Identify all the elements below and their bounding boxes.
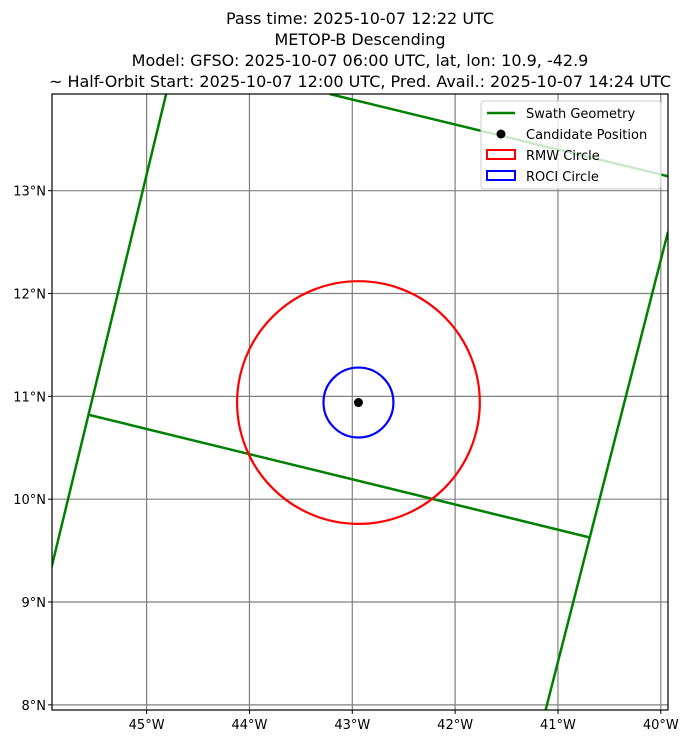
legend-rmw-swatch: [486, 149, 516, 160]
legend-label-roci: ROCI Circle: [526, 170, 599, 185]
legend-label-swath: Swath Geometry: [526, 107, 635, 122]
title-line-3: Model: GFSO: 2025-10-07 06:00 UTC, lat, …: [132, 51, 589, 70]
y-tick-label: 13°N: [13, 185, 46, 200]
title-line-4: ~ Half-Orbit Start: 2025-10-07 12:00 UTC…: [49, 72, 671, 91]
legend-label-candidate: Candidate Position: [526, 128, 647, 143]
swath-line: [544, 231, 668, 710]
y-tick-label: 8°N: [22, 699, 47, 714]
roci-circle: [322, 366, 395, 439]
legend: Swath Geometry Candidate Position RMW Ci…: [480, 100, 662, 190]
legend-candidate-swatch: [496, 129, 506, 139]
chart-title: Pass time: 2025-10-07 12:22 UTC METOP-B …: [49, 9, 671, 91]
y-tick-label: 12°N: [13, 288, 46, 303]
plot-frame: [51, 93, 669, 711]
legend-roci-swatch: [486, 170, 516, 181]
swath-line: [52, 94, 168, 571]
x-tick-label: 44°W: [231, 718, 267, 733]
candidate-position-marker: [353, 398, 363, 408]
x-tick-label: 43°W: [334, 718, 370, 733]
gridlines: [52, 94, 668, 710]
x-tick-label: 40°W: [643, 718, 679, 733]
legend-label-rmw: RMW Circle: [526, 149, 600, 164]
rmw-circle: [236, 280, 481, 525]
title-line-2: METOP-B Descending: [274, 30, 445, 49]
x-tick-label: 41°W: [540, 718, 576, 733]
swath-line: [88, 413, 590, 539]
x-tick-label: 42°W: [437, 718, 473, 733]
y-tick-label: 9°N: [22, 596, 47, 611]
y-tick-label: 10°N: [13, 493, 46, 508]
x-tick-label: 45°W: [129, 718, 165, 733]
title-line-1: Pass time: 2025-10-07 12:22 UTC: [226, 9, 494, 28]
legend-box: [480, 100, 662, 190]
y-tick-label: 11°N: [13, 390, 46, 405]
